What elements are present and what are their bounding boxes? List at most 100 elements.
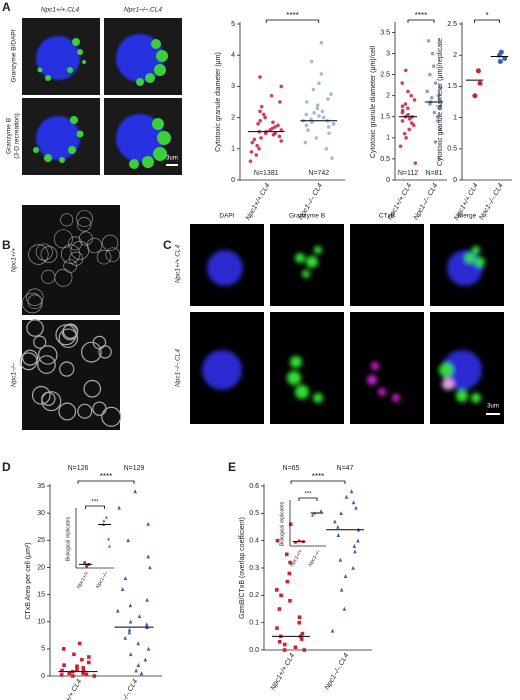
x-tick-label: Npc1+/+.CL4 xyxy=(270,652,297,691)
data-point xyxy=(315,103,320,107)
data-point xyxy=(400,81,405,85)
data-point xyxy=(324,147,329,151)
n-label: N=742 xyxy=(308,170,329,177)
data-point xyxy=(276,123,280,128)
data-point xyxy=(339,587,344,592)
data-point xyxy=(285,579,290,584)
data-point xyxy=(437,157,441,161)
data-point xyxy=(273,131,277,135)
data-point xyxy=(126,538,130,543)
data-point xyxy=(84,672,89,677)
data-point xyxy=(320,109,325,114)
data-point xyxy=(271,120,275,125)
data-point xyxy=(502,55,508,61)
data-point xyxy=(137,614,142,619)
data-point xyxy=(270,126,274,131)
x-tick-label: Npc1–/–.CL4 xyxy=(113,678,140,700)
y-tick-label: 1 xyxy=(231,146,235,153)
data-point xyxy=(406,89,410,94)
cell xyxy=(33,335,47,349)
data-point xyxy=(288,560,292,565)
y-tick-label: 0 xyxy=(453,177,457,184)
y-axis-title: Cytotoxic granule diameter (μm)/replicat… xyxy=(437,38,444,166)
data-point xyxy=(433,140,438,144)
data-point xyxy=(273,125,277,129)
x-tick-label: Npc1–/– xyxy=(95,570,110,589)
data-point xyxy=(128,652,133,657)
y-tick-label: 4 xyxy=(231,52,235,59)
y-tick-label: 1.5 xyxy=(447,83,457,90)
data-point xyxy=(430,51,435,56)
data-point xyxy=(412,98,417,102)
x-tick-label: Npc1+/+.CL4 xyxy=(245,182,272,221)
data-point xyxy=(300,631,305,636)
cell xyxy=(26,319,44,337)
y-tick-label: 0.5 xyxy=(249,510,259,517)
data-point xyxy=(277,134,282,139)
data-point xyxy=(123,576,128,581)
y-axis-title: GzmB/CTxB (overlap coefficient) xyxy=(239,517,246,619)
data-point xyxy=(294,540,297,544)
data-point xyxy=(60,668,64,673)
cell xyxy=(38,345,58,365)
data-point xyxy=(80,657,84,662)
data-point xyxy=(354,505,358,510)
data-point xyxy=(438,104,443,109)
data-point xyxy=(304,112,309,117)
data-point xyxy=(134,668,138,673)
data-point xyxy=(317,81,321,86)
data-point xyxy=(475,68,481,74)
data-point xyxy=(254,153,259,157)
data-point xyxy=(435,119,440,123)
y-tick-label: 0.3 xyxy=(249,565,259,572)
data-point xyxy=(75,667,79,672)
cell xyxy=(60,244,81,264)
micrograph xyxy=(350,224,424,306)
y-tick-label: 5 xyxy=(41,646,45,653)
data-point xyxy=(326,97,330,101)
n-label: N=112 xyxy=(398,170,418,177)
significance-bracket xyxy=(474,19,500,23)
data-point xyxy=(342,606,347,611)
data-point xyxy=(62,663,66,667)
data-point xyxy=(275,626,279,630)
significance-bracket xyxy=(77,480,135,484)
x-tick-label: Npc1–/–.CL4 xyxy=(324,652,351,691)
stains xyxy=(202,246,485,403)
cell xyxy=(59,361,75,377)
data-point xyxy=(127,630,132,635)
data-point xyxy=(115,608,120,613)
data-point xyxy=(353,549,357,554)
data-point xyxy=(274,588,279,592)
y-tick-label: 3 xyxy=(386,50,390,57)
row-label: Npc1+/+ xyxy=(11,248,18,273)
data-point xyxy=(127,627,132,632)
data-point xyxy=(83,561,87,564)
data-point xyxy=(433,81,438,85)
y-tick-label: 3.5 xyxy=(380,29,390,36)
data-point xyxy=(498,49,504,55)
data-point xyxy=(402,131,407,136)
data-point xyxy=(352,543,357,548)
y-tick-label: 0.5 xyxy=(380,156,390,163)
cell xyxy=(92,401,107,416)
data-point xyxy=(409,93,414,98)
data-point xyxy=(145,622,149,627)
cell xyxy=(60,213,74,227)
cell xyxy=(76,217,92,232)
panel-label: E xyxy=(228,460,236,474)
y-tick-label: 25 xyxy=(37,537,45,544)
y-axis-title: CTxB Area per cell (μm²) xyxy=(25,542,32,619)
data-point xyxy=(81,666,86,670)
data-point xyxy=(319,40,324,45)
data-point xyxy=(288,599,292,603)
n-label: N=129 xyxy=(124,465,145,472)
data-point xyxy=(326,125,331,129)
y-axis-title: Cytotoxic granule diameter (μm)/cell xyxy=(370,45,377,158)
cell xyxy=(19,352,38,371)
data-point xyxy=(349,489,354,494)
chart: Biological replicates Npc1+/+ Npc1–/– *** xyxy=(279,492,326,568)
data-point xyxy=(299,637,304,641)
data-point xyxy=(406,112,410,117)
data-point xyxy=(431,64,436,68)
